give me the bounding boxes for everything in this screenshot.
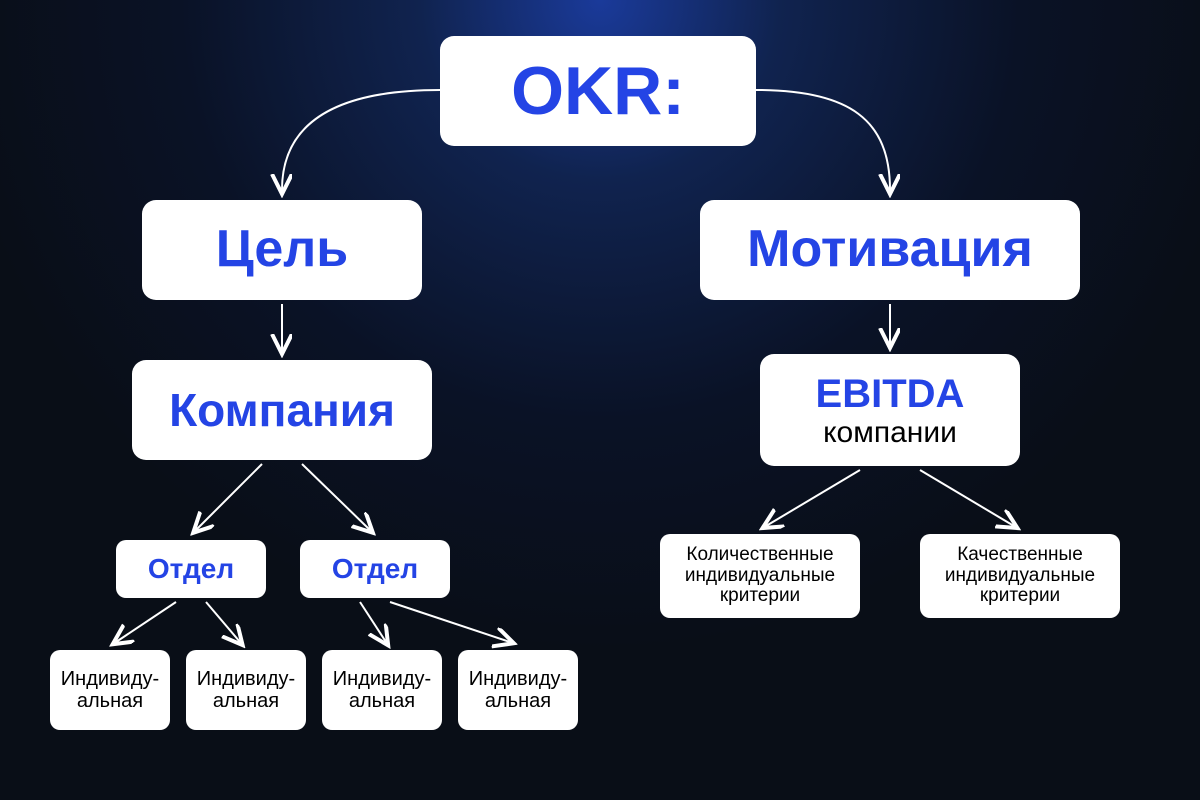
node-motivation: Мотивация (700, 200, 1080, 300)
node-okr-root: OKR: (440, 36, 756, 146)
label-ind2-b: альная (213, 690, 279, 712)
label-motivation: Мотивация (747, 221, 1033, 278)
node-criteria-qualitative: Качественные индивидуальные критерии (920, 534, 1120, 618)
label-ind1-a: Индивиду- (61, 668, 159, 690)
label-crit2-b: индивидуальные (945, 566, 1095, 587)
label-ebitda-bottom: компании (823, 416, 957, 449)
node-individual-1: Индивиду- альная (50, 650, 170, 730)
label-crit1-c: критерии (720, 586, 800, 607)
label-crit1-a: Количественные (686, 545, 833, 566)
node-dept-1: Отдел (116, 540, 266, 598)
label-okr: OKR: (511, 54, 685, 129)
label-ind1-b: альная (77, 690, 143, 712)
label-ind3-a: Индивиду- (333, 668, 431, 690)
label-ebitda-top: EBITDA (816, 372, 965, 416)
label-crit1-b: индивидуальные (685, 566, 835, 587)
node-ebitda: EBITDA компании (760, 354, 1020, 466)
label-crit2-a: Качественные (957, 545, 1083, 566)
label-dept-1: Отдел (148, 554, 234, 585)
label-crit2-c: критерии (980, 586, 1060, 607)
label-ind3-b: альная (349, 690, 415, 712)
label-ind4-a: Индивиду- (469, 668, 567, 690)
label-goal: Цель (216, 221, 349, 278)
node-individual-3: Индивиду- альная (322, 650, 442, 730)
node-individual-4: Индивиду- альная (458, 650, 578, 730)
node-criteria-quantitative: Количественные индивидуальные критерии (660, 534, 860, 618)
label-ind2-a: Индивиду- (197, 668, 295, 690)
okr-diagram: OKR: Цель Мотивация Компания EBITDA комп… (0, 0, 1200, 800)
label-company: Компания (169, 385, 395, 436)
node-dept-2: Отдел (300, 540, 450, 598)
label-ind4-b: альная (485, 690, 551, 712)
node-company: Компания (132, 360, 432, 460)
label-dept-2: Отдел (332, 554, 418, 585)
node-individual-2: Индивиду- альная (186, 650, 306, 730)
node-goal: Цель (142, 200, 422, 300)
